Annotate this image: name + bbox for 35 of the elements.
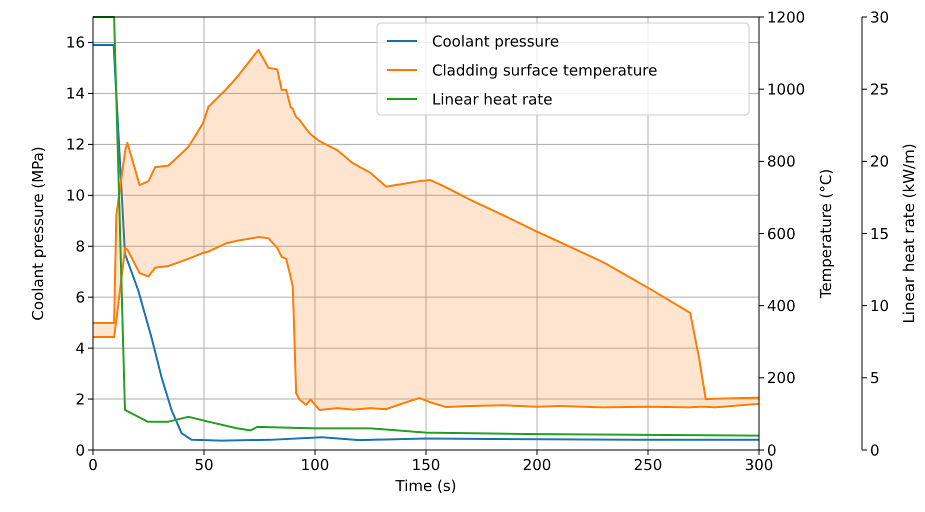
y3-tick-label: 15 bbox=[870, 224, 890, 243]
y3-axis-title: Linear heat rate (kW/m) bbox=[900, 143, 918, 324]
x-tick-label: 200 bbox=[522, 456, 552, 474]
y2-tick-label: 200 bbox=[767, 369, 796, 388]
x-tick-label: 0 bbox=[88, 456, 98, 474]
y-tick-label: 2 bbox=[75, 390, 85, 408]
x-tick-label: 250 bbox=[634, 456, 662, 474]
y3-tick-label: 10 bbox=[870, 296, 890, 315]
y3-tick-label: 0 bbox=[870, 441, 880, 460]
y3-tick-label: 20 bbox=[870, 152, 890, 171]
y-tick-label: 8 bbox=[75, 237, 85, 256]
x-tick-label: 150 bbox=[412, 456, 440, 474]
y-axis-title: Coolant pressure (MPa) bbox=[29, 146, 47, 321]
y2-axis-title: Temperature (°C) bbox=[817, 168, 835, 300]
y-tick-label: 14 bbox=[66, 84, 85, 103]
y-tick-label: 6 bbox=[75, 288, 85, 306]
legend-label: Coolant pressure bbox=[432, 32, 560, 50]
x-axis-title: Time (s) bbox=[394, 477, 456, 495]
y-tick-label: 16 bbox=[66, 34, 85, 52]
y-tick-label: 0 bbox=[75, 441, 85, 460]
y3-tick-label: 5 bbox=[870, 369, 880, 388]
y-tick-label: 4 bbox=[75, 339, 85, 358]
legend-label: Cladding surface temperature bbox=[432, 61, 658, 80]
y2-tick-label: 800 bbox=[767, 152, 796, 171]
y-tick-label: 12 bbox=[66, 136, 85, 154]
y3-tick-label: 25 bbox=[870, 80, 890, 98]
y2-tick-label: 1000 bbox=[767, 80, 806, 98]
y2-tick-label: 1200 bbox=[767, 8, 806, 26]
y3-tick-label: 30 bbox=[870, 8, 890, 26]
legend-label: Linear heat rate bbox=[432, 90, 552, 108]
y2-tick-label: 400 bbox=[767, 296, 796, 315]
y-tick-label: 10 bbox=[66, 186, 85, 205]
x-tick-label: 50 bbox=[194, 456, 214, 474]
x-tick-label: 100 bbox=[300, 456, 330, 474]
y2-tick-label: 600 bbox=[767, 224, 796, 243]
